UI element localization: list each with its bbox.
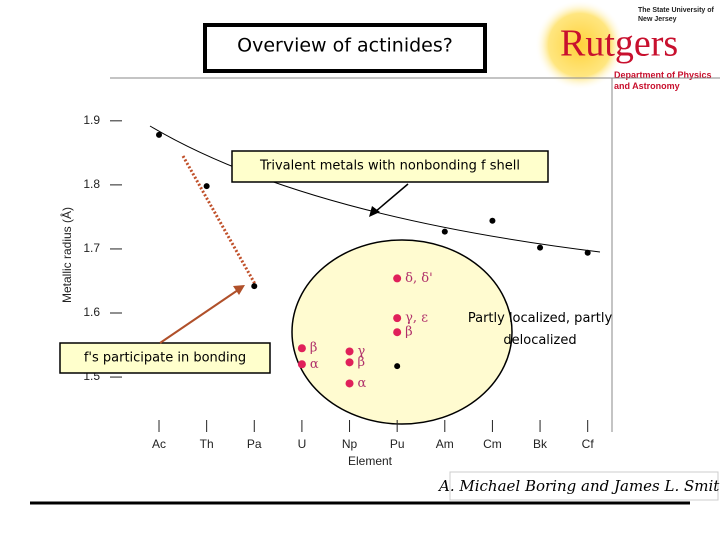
y-tick-label: 1.8	[83, 177, 100, 191]
logo-name: Rutgers	[560, 23, 678, 65]
y-axis-title: Metallic radius (Å)	[59, 207, 74, 303]
x-tick-label: Pa	[247, 437, 262, 451]
data-point	[394, 363, 401, 370]
x-tick-label: Th	[200, 437, 214, 451]
logo-university-text: The State University of New Jersey	[638, 7, 714, 23]
citation: A. Michael Boring and James L. Smith	[437, 477, 720, 495]
x-tick-label: Bk	[533, 437, 548, 451]
data-point	[203, 183, 210, 190]
annotation-text: Partly localized, partly delocalized	[467, 311, 613, 348]
title-box	[203, 23, 487, 73]
arrow	[374, 183, 409, 213]
dotted-trend	[181, 155, 257, 285]
annotation: Trivalent metals with nonbonding f shell	[259, 159, 520, 174]
y-tick-label: 1.9	[83, 113, 100, 127]
slide-title: Overview of actinides?	[237, 35, 453, 57]
x-tick-label: Pu	[390, 437, 405, 451]
x-tick-label: Ac	[152, 437, 166, 451]
y-tick-label: 1.6	[83, 305, 100, 319]
phase-point	[393, 328, 402, 337]
localized-region	[291, 239, 513, 425]
phase-label: β	[358, 355, 366, 370]
phase-point	[297, 360, 306, 369]
data-point	[251, 283, 258, 290]
phase-label: α	[310, 357, 319, 372]
x-tick-label: Cm	[483, 437, 502, 451]
phase-point	[393, 314, 402, 323]
logo-sun	[535, 0, 625, 90]
data-point	[156, 131, 163, 138]
phase-label: γ, ε	[405, 311, 428, 326]
logo-department: Department of Physics and Astronomy	[614, 70, 712, 91]
annotation: f's participate in bonding	[84, 351, 246, 366]
arrow-head	[369, 206, 380, 217]
y-tick-label: 1.7	[83, 241, 100, 255]
x-tick-label: Am	[436, 437, 454, 451]
phase-label: α	[358, 376, 367, 391]
logo-university: The State University of New Jersey	[638, 7, 714, 23]
phase-point	[345, 358, 354, 367]
phase-label: δ, δ'	[405, 271, 433, 286]
data-point	[489, 217, 496, 224]
data-point	[584, 249, 591, 256]
arrow-head	[233, 285, 245, 295]
arrow	[159, 289, 239, 344]
x-tick-label: U	[298, 437, 307, 451]
phase-label: β	[310, 341, 318, 356]
trend-curve	[149, 125, 601, 253]
x-tick-label: Cf	[582, 437, 595, 451]
annotation-box	[231, 150, 549, 183]
phase-point	[345, 379, 354, 388]
x-axis-title: Element	[348, 454, 393, 468]
x-tick-label: Np	[342, 437, 358, 451]
annotation: Partly localized, partly delocalized	[467, 311, 613, 348]
data-point	[441, 228, 448, 235]
phase-point	[297, 344, 306, 353]
annotation-box	[59, 342, 271, 374]
phase-point	[393, 274, 402, 283]
phase-label: γ	[358, 344, 366, 359]
logo-department-text: Department of Physics and Astronomy	[614, 70, 712, 91]
plot: 1.51.61.71.81.9Ac Th Pa U Np Pu Am Cm Bk Cfβαγβαδ…	[83, 113, 594, 451]
phase-label: β	[405, 325, 413, 340]
citation-box	[449, 471, 719, 501]
phase-point	[345, 347, 354, 356]
data-point	[537, 244, 544, 251]
